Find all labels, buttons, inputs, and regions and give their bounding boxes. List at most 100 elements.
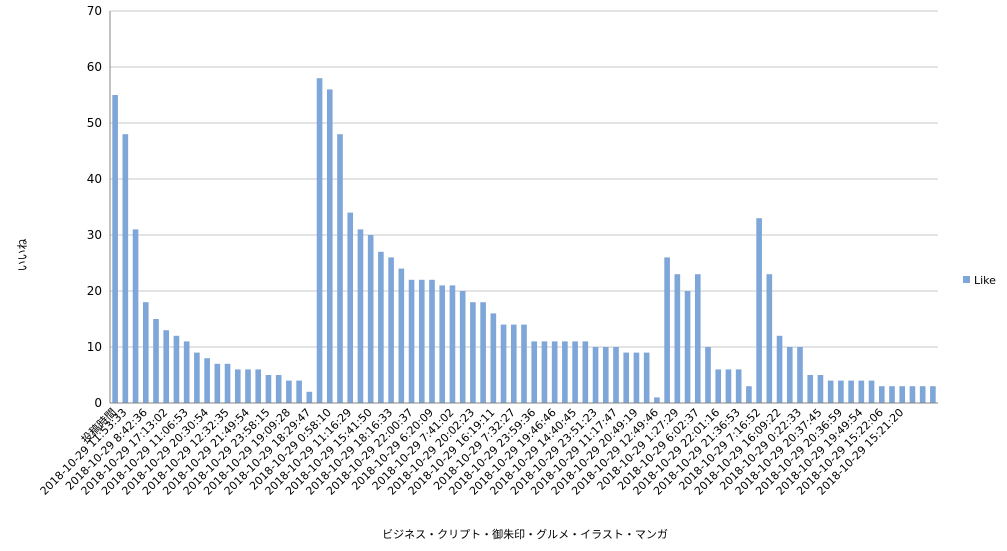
bar (224, 363, 231, 403)
bar (367, 235, 374, 403)
y-tick-label: 30 (87, 228, 102, 242)
x-axis-title: ビジネス・クリプト・御朱印・グルメ・イラスト・マンガ (382, 527, 668, 541)
y-tick-label: 0 (94, 396, 102, 410)
y-tick-label: 20 (87, 284, 102, 298)
bar (889, 386, 895, 403)
bar (204, 358, 210, 403)
bar (582, 341, 589, 403)
bar (909, 386, 916, 403)
bar (245, 369, 251, 403)
bar (234, 369, 241, 403)
bar (541, 341, 548, 403)
bar (746, 386, 752, 403)
bar (654, 397, 660, 403)
y-tick-label: 60 (87, 60, 102, 74)
bar (633, 352, 640, 403)
bar (817, 375, 824, 403)
bar (316, 78, 323, 403)
bar (378, 251, 384, 403)
bar (613, 347, 619, 403)
bar (142, 302, 149, 403)
bar (919, 386, 926, 403)
bar (398, 268, 405, 403)
bar (531, 341, 538, 403)
axes (109, 11, 938, 404)
bar (725, 369, 732, 403)
bar (715, 369, 722, 403)
bar (807, 375, 814, 403)
legend-label-like: Like (974, 274, 996, 287)
bar (756, 218, 762, 403)
bar (827, 380, 834, 403)
bar (153, 319, 159, 403)
bar (623, 352, 630, 403)
bar (766, 274, 773, 403)
bar (163, 330, 170, 403)
bar (459, 291, 466, 403)
gridlines (110, 10, 938, 348)
bar (848, 380, 854, 403)
bar (664, 257, 670, 403)
bar (173, 335, 180, 403)
bar (337, 134, 343, 403)
bar (868, 380, 875, 403)
bar (776, 335, 783, 403)
bar (480, 302, 486, 403)
legend-swatch-like (963, 276, 970, 283)
y-tick-label: 40 (87, 172, 102, 186)
bar (326, 89, 333, 404)
bar (286, 380, 292, 403)
bar (694, 274, 701, 403)
bar (255, 369, 262, 403)
bar (275, 375, 282, 403)
bar (183, 341, 190, 403)
bar (858, 380, 865, 403)
bar (705, 347, 711, 403)
bar (296, 380, 302, 403)
bar (490, 313, 497, 403)
bar (194, 352, 200, 403)
bar (592, 347, 599, 403)
bar (418, 279, 425, 403)
bar (786, 347, 793, 403)
bar (562, 341, 568, 403)
bar (122, 134, 129, 403)
bar (449, 285, 456, 403)
bar-series-like (112, 78, 936, 404)
bar (735, 369, 742, 403)
bar (265, 375, 272, 403)
bar (838, 380, 844, 403)
y-tick-label: 10 (87, 340, 102, 354)
bar (439, 285, 446, 403)
bar (521, 324, 527, 403)
y-tick-label: 70 (87, 4, 102, 18)
bar (214, 363, 221, 403)
y-tick-labels: 0 10 20 30 40 50 60 70 (87, 4, 102, 410)
bar (388, 257, 394, 403)
bar (132, 229, 139, 403)
y-tick-label: 50 (87, 116, 102, 130)
bar (357, 229, 364, 403)
bar (797, 347, 803, 403)
bar (551, 341, 558, 403)
legend: Like (963, 274, 996, 287)
bar (643, 352, 650, 403)
bar (306, 391, 313, 403)
bar (602, 347, 609, 403)
bar (930, 386, 936, 403)
bar (408, 279, 415, 403)
bar (500, 324, 507, 403)
bar (674, 274, 681, 403)
bar (429, 279, 435, 403)
bar (572, 341, 578, 403)
y-axis-title: いいね (16, 239, 29, 272)
bar (470, 302, 476, 403)
bar (112, 95, 118, 403)
bar (684, 291, 691, 403)
bar (347, 212, 354, 403)
bar (510, 324, 517, 403)
bar (878, 386, 885, 403)
bar (899, 386, 906, 403)
